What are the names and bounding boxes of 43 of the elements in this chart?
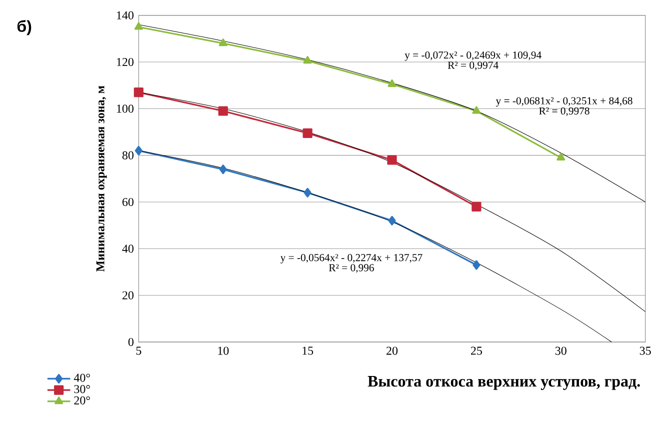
- y-tick-label: 60: [122, 198, 134, 206]
- text: б): [17, 20, 32, 36]
- point: [556, 152, 566, 160]
- point: [302, 128, 312, 138]
- point: [387, 155, 397, 165]
- point: [304, 188, 312, 198]
- y-tick-label: 20: [122, 291, 134, 300]
- point: [388, 79, 396, 87]
- point: [303, 56, 312, 64]
- y-tick-label: 100: [117, 104, 134, 113]
- y-tick-label: 40: [122, 244, 134, 253]
- point: [472, 260, 480, 270]
- point: [219, 164, 227, 174]
- x-tick-label: 15: [302, 346, 314, 355]
- annotation: y = -0,072x² - 0,2469x + 109,94: [404, 51, 542, 61]
- annotation: y = -0,0681x² - 0,3251x + 84,68: [496, 97, 632, 107]
- x-tick-label: 30: [555, 346, 566, 355]
- x-axis-title: Высота откоса верхних уступов, град.: [368, 376, 640, 390]
- point: [472, 106, 481, 114]
- x-tick-label: 10: [218, 346, 229, 355]
- y-tick-label: 140: [117, 11, 134, 20]
- legend-label: 40°: [74, 374, 90, 382]
- point: [134, 22, 143, 30]
- point: [134, 146, 142, 156]
- point: [218, 38, 228, 46]
- x-tick-label: 5: [136, 346, 142, 355]
- point: [388, 216, 396, 226]
- annotation: y = -0,0564x² - 0,2274x + 137,57: [280, 254, 422, 264]
- point: [472, 202, 482, 212]
- annotation: R² = 0,9974: [448, 62, 498, 70]
- x-tick-label: 35: [640, 346, 651, 355]
- annotation: R² = 0,9978: [539, 107, 590, 116]
- y-tick-label: 80: [122, 151, 134, 160]
- legend-label: 30°: [74, 385, 90, 394]
- annotation: R² = 0,996: [328, 264, 374, 273]
- point: [134, 88, 144, 98]
- y-axis-title: Минимальная охраняемая зона, м: [96, 86, 107, 272]
- legend-label: 20°: [74, 396, 90, 404]
- x-tick-label: 20: [386, 346, 398, 355]
- x-tick-label: 25: [470, 346, 482, 355]
- point: [218, 106, 228, 116]
- y-tick-label: 120: [117, 58, 134, 66]
- y-tick-label: 0: [128, 338, 134, 346]
